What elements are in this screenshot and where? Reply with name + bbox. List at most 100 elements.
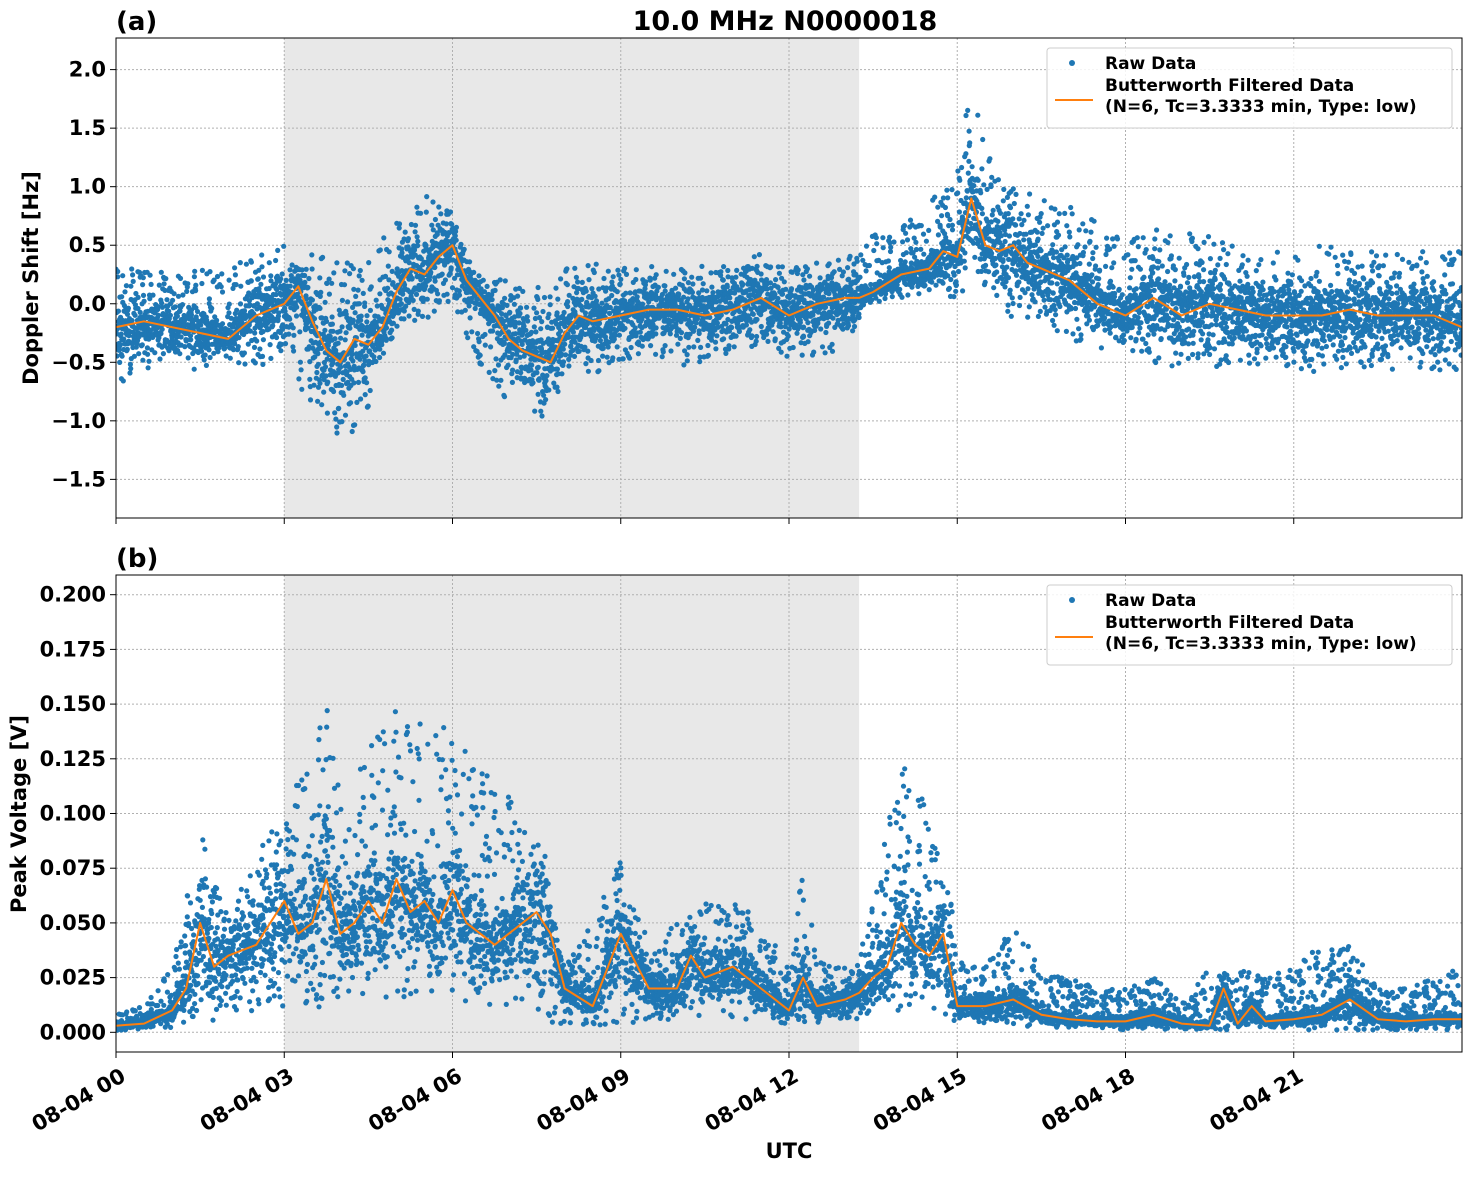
raw-data-point (983, 263, 988, 268)
raw-data-point (299, 387, 304, 392)
raw-data-point (562, 310, 567, 315)
raw-data-point (801, 277, 806, 282)
raw-data-point (1062, 211, 1067, 216)
raw-data-point (965, 108, 970, 113)
raw-data-point (566, 363, 571, 368)
raw-data-point (360, 369, 365, 374)
raw-data-point (1052, 323, 1057, 328)
raw-data-point (220, 289, 225, 294)
raw-data-point (660, 354, 665, 359)
raw-data-point (880, 235, 885, 240)
raw-data-point (363, 375, 368, 380)
raw-data-point (685, 296, 690, 301)
raw-data-point (207, 269, 212, 274)
raw-data-point (972, 255, 977, 260)
raw-data-point (709, 285, 714, 290)
raw-data-point (782, 279, 787, 284)
raw-data-point (180, 292, 185, 297)
raw-data-point (253, 360, 258, 365)
raw-data-point (599, 301, 604, 306)
raw-data-point (615, 289, 620, 294)
raw-data-point (119, 294, 124, 299)
raw-data-point (518, 305, 523, 310)
raw-data-point (947, 240, 952, 245)
raw-data-point (611, 274, 616, 279)
raw-data-point (691, 344, 696, 349)
raw-data-point (268, 342, 273, 347)
raw-data-point (1045, 223, 1050, 228)
raw-data-point (784, 354, 789, 359)
raw-data-point (444, 221, 449, 226)
raw-data-point (286, 332, 291, 337)
raw-data-point (531, 306, 536, 311)
raw-data-point (827, 261, 832, 266)
raw-data-point (502, 394, 507, 399)
raw-data-point (446, 299, 451, 304)
raw-data-point (159, 270, 164, 275)
raw-data-point (629, 345, 634, 350)
raw-data-point (897, 287, 902, 292)
raw-data-point (978, 190, 983, 195)
raw-data-point (347, 271, 352, 276)
raw-data-point (323, 364, 328, 369)
raw-data-point (507, 310, 512, 315)
raw-data-point (544, 373, 549, 378)
raw-data-point (314, 370, 319, 375)
raw-data-point (487, 370, 492, 375)
raw-data-point (957, 178, 962, 183)
raw-data-point (136, 351, 141, 356)
raw-data-point (877, 299, 882, 304)
raw-data-point (129, 266, 134, 271)
raw-data-point (488, 344, 493, 349)
raw-data-point (559, 371, 564, 376)
raw-data-point (546, 336, 551, 341)
raw-data-point (548, 294, 553, 299)
raw-data-point (1010, 295, 1015, 300)
raw-data-point (325, 380, 330, 385)
raw-data-point (826, 291, 831, 296)
raw-data-point (733, 275, 738, 280)
raw-data-point (987, 156, 992, 161)
raw-data-point (259, 264, 264, 269)
raw-data-point (343, 337, 348, 342)
raw-data-point (353, 294, 358, 299)
raw-data-point (305, 285, 310, 290)
raw-data-point (315, 399, 320, 404)
raw-data-point (777, 271, 782, 276)
raw-data-point (534, 310, 539, 315)
raw-data-point (148, 273, 153, 278)
raw-data-point (586, 277, 591, 282)
raw-data-point (1035, 230, 1040, 235)
raw-data-point (214, 318, 219, 323)
raw-data-point (424, 194, 429, 199)
raw-data-point (280, 271, 285, 276)
raw-data-point (701, 281, 706, 286)
raw-data-point (1055, 220, 1060, 225)
raw-data-point (692, 325, 697, 330)
raw-data-point (963, 265, 968, 270)
raw-data-point (759, 271, 764, 276)
raw-data-point (721, 278, 726, 283)
raw-data-point (994, 293, 999, 298)
raw-data-point (529, 363, 534, 368)
raw-data-point (754, 339, 759, 344)
raw-data-point (454, 238, 459, 243)
raw-data-point (653, 352, 658, 357)
raw-data-point (678, 336, 683, 341)
raw-data-point (281, 244, 286, 249)
raw-data-point (752, 254, 757, 259)
raw-data-point (387, 249, 392, 254)
raw-data-point (208, 355, 213, 360)
raw-data-point (236, 360, 241, 365)
raw-data-point (125, 347, 130, 352)
raw-data-point (593, 294, 598, 299)
raw-data-point (690, 281, 695, 286)
raw-data-point (663, 343, 668, 348)
raw-data-point (368, 308, 373, 313)
raw-data-point (238, 284, 243, 289)
raw-data-point (296, 376, 301, 381)
raw-data-point (689, 275, 694, 280)
raw-data-point (805, 320, 810, 325)
raw-data-point (565, 304, 570, 309)
raw-data-point (1027, 191, 1032, 196)
